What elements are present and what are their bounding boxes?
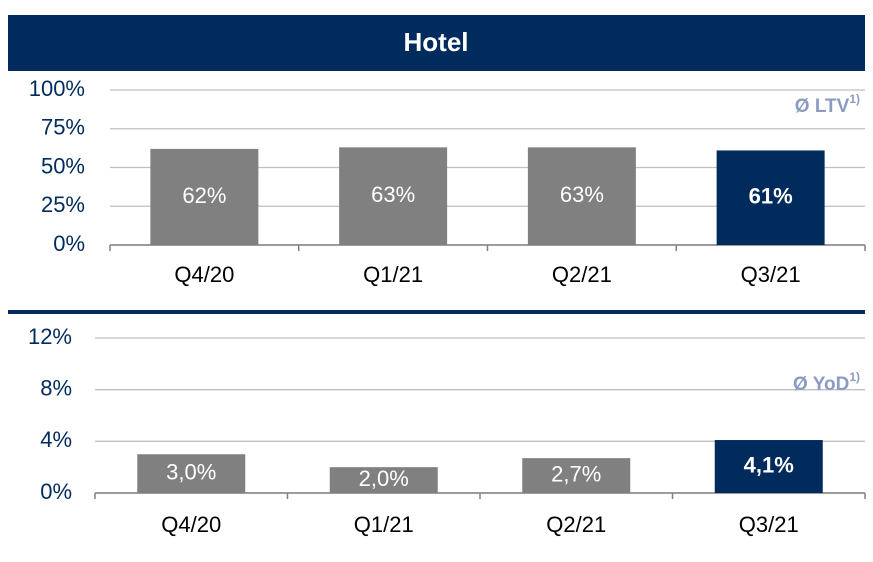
bar [339,147,448,245]
y-tick-label: 4% [40,427,72,452]
data-label: 3,0% [166,459,216,484]
bar [150,148,259,245]
annotation-text: Ø YoD [793,374,849,395]
bar [714,440,823,493]
x-tick-label: Q4/20 [161,512,221,537]
annotation: Ø LTV1) [795,92,860,117]
y-tick-label: 25% [41,192,85,217]
x-tick-label: Q4/20 [174,262,234,287]
chart-title: Hotel [404,27,469,57]
x-tick-label: Q2/21 [546,512,606,537]
separator [8,310,865,314]
annotation-note: 1) [849,92,860,106]
annotation-note: 1) [849,370,860,384]
data-label: 62% [182,183,226,208]
y-tick-label: 75% [41,115,85,140]
data-label: 2,7% [551,461,601,486]
x-tick-label: Q2/21 [552,262,612,287]
data-label: 4,1% [744,452,794,477]
x-tick-label: Q1/21 [354,512,414,537]
bar [137,454,246,493]
bar [716,150,825,245]
x-tick-label: Q3/21 [741,262,801,287]
data-label: 63% [560,182,604,207]
annotation-text: Ø LTV [795,96,850,117]
bar [527,147,636,245]
x-tick-label: Q1/21 [363,262,423,287]
data-label: 2,0% [359,466,409,491]
x-tick-label: Q3/21 [739,512,799,537]
bar [329,467,438,493]
bar [522,458,631,493]
y-tick-label: 0% [40,479,72,504]
y-tick-label: 8% [40,375,72,400]
y-tick-label: 50% [41,153,85,178]
annotation: Ø YoD1) [793,370,860,395]
y-tick-label: 100% [29,76,85,101]
title-banner [8,15,865,71]
data-label: 63% [371,182,415,207]
y-tick-label: 12% [28,324,72,349]
y-tick-label: 0% [53,231,85,256]
data-label: 61% [749,184,793,209]
